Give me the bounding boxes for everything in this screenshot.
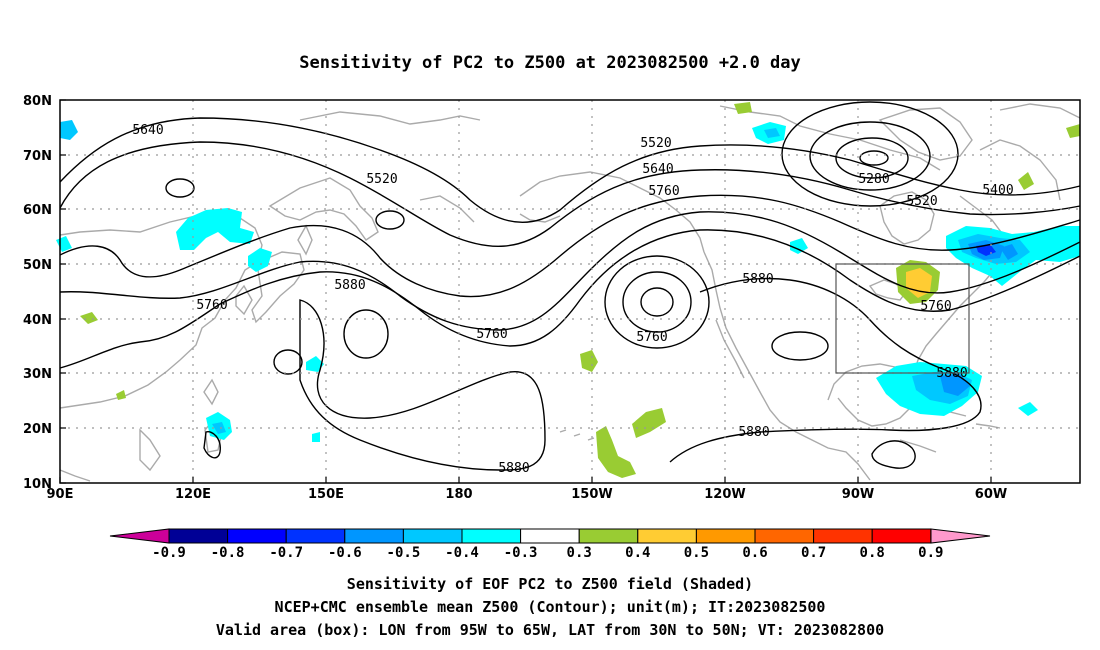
contour-label: 5880 [498, 461, 529, 476]
colorbar: -0.9 -0.8 -0.7 -0.6 -0.5 -0.4 -0.3 0.3 0.4 0.5 0.6… [109, 528, 991, 561]
lat-tick-label: 10N [23, 477, 52, 492]
contour-label: 5760 [196, 298, 227, 313]
contour-label: 5400 [982, 183, 1013, 198]
shade-region [116, 390, 126, 400]
lat-tick-label: 20N [23, 422, 52, 437]
caption-line: Valid area (box): LON from 95W to 65W, L… [216, 621, 884, 639]
shade-region [80, 312, 98, 324]
shade-region [176, 208, 254, 250]
contour-label: 5880 [738, 425, 769, 440]
contour-label: 5880 [742, 272, 773, 287]
contour-label: 5760 [648, 184, 679, 199]
colorbar-box [813, 528, 873, 544]
valid-area-box [835, 263, 970, 374]
colorbar-box [227, 528, 287, 544]
colorbar-boxes [168, 528, 932, 544]
colorbar-tick-label: -0.8 [211, 545, 245, 561]
shade-region [1000, 244, 1018, 260]
contour-label: 5760 [476, 327, 507, 342]
colorbar-tick-label: 0.3 [567, 545, 592, 561]
colorbar-tick-label: -0.4 [445, 545, 479, 561]
caption-line: NCEP+CMC ensemble mean Z500 (Contour); u… [275, 598, 826, 616]
shade-region [906, 268, 932, 298]
shade-region [312, 432, 320, 442]
shade-region [940, 374, 970, 396]
figure-title: Sensitivity of PC2 to Z500 at 2023082500… [299, 53, 801, 73]
contour-label: 5520 [906, 194, 937, 209]
colorbar-tick-label: -0.7 [269, 545, 303, 561]
lon-tick-label: 90W [842, 487, 874, 502]
lat-tick-label: 70N [23, 149, 52, 164]
contour-label: 5760 [636, 330, 667, 345]
colorbar-box [461, 528, 522, 544]
contour-label: 5520 [366, 172, 397, 187]
colorbar-box [520, 528, 580, 544]
map-frame [59, 99, 1081, 484]
lon-tick-label: 60W [975, 487, 1007, 502]
figure-captions: Sensitivity of EOF PC2 to Z500 field (Sh… [216, 575, 884, 639]
colorbar-tick-label: -0.5 [387, 545, 421, 561]
colorbar-box [285, 528, 346, 544]
lat-tick-labels: 80N 70N 60N 50N 40N 30N 20N 10N [23, 94, 52, 492]
lon-tick-label: 150W [571, 487, 612, 502]
colorbar-high-arrow [930, 528, 991, 544]
shade-region [1066, 124, 1080, 138]
contour-label: 5760 [920, 299, 951, 314]
colorbar-tick-label: 0.4 [625, 545, 650, 561]
colorbar-box [402, 528, 463, 544]
shade-region [1018, 402, 1038, 416]
colorbar-tick-label: 0.8 [860, 545, 885, 561]
lon-tick-label: 120W [704, 487, 745, 502]
lat-tick-label: 80N [23, 94, 52, 109]
lat-tick-label: 30N [23, 367, 52, 382]
colorbar-tick-label: 0.5 [684, 545, 709, 561]
tick-marks [59, 99, 992, 484]
lat-tick-label: 50N [23, 258, 52, 273]
colorbar-tick-label: -0.6 [328, 545, 362, 561]
map-panel: 5640 5520 5520 5640 5760 5280 5400 5520 … [23, 94, 1081, 502]
colorbar-box [168, 528, 229, 544]
contour-label: 5880 [334, 278, 365, 293]
lon-tick-label: 90E [47, 487, 74, 502]
lat-tick-label: 40N [23, 313, 52, 328]
colorbar-box [637, 528, 697, 544]
contour-label: 5280 [858, 172, 889, 187]
lat-tick-label: 60N [23, 203, 52, 218]
shade-region [580, 350, 598, 372]
sensitivity-shading [56, 102, 1080, 478]
colorbar-tick-label: -0.3 [504, 545, 538, 561]
contour-label: 5640 [132, 123, 163, 138]
colorbar-box [578, 528, 639, 544]
contour-label: 5640 [642, 162, 673, 177]
lon-tick-label: 180 [445, 487, 472, 502]
shade-region [764, 128, 780, 138]
shade-region [790, 238, 808, 254]
contour-label: 5520 [640, 136, 671, 151]
lon-tick-label: 120E [175, 487, 211, 502]
shade-region [596, 426, 636, 478]
lon-tick-label: 150E [308, 487, 344, 502]
shade-region [1018, 172, 1034, 190]
shade-region [632, 408, 666, 438]
shade-region [248, 248, 272, 272]
z500-contours [59, 101, 1081, 471]
colorbar-box [754, 528, 815, 544]
colorbar-tick-labels: -0.9 -0.8 -0.7 -0.6 -0.5 -0.4 -0.3 0.3 0.4 0.5 0.6… [152, 545, 943, 561]
colorbar-low-arrow [109, 528, 170, 544]
lon-tick-labels: 90E 120E 150E 180 150W 120W 90W 60W [47, 487, 1008, 502]
colorbar-tick-label: 0.6 [742, 545, 767, 561]
colorbar-tick-label: 0.9 [918, 545, 943, 561]
caption-line: Sensitivity of EOF PC2 to Z500 field (Sh… [347, 575, 753, 593]
shade-region [734, 102, 752, 114]
shade-region [60, 120, 78, 140]
colorbar-box [695, 528, 756, 544]
shade-region [212, 422, 226, 434]
colorbar-tick-label: -0.9 [152, 545, 186, 561]
shade-region [306, 356, 324, 372]
colorbar-box [871, 528, 932, 544]
colorbar-box [344, 528, 404, 544]
colorbar-tick-label: 0.7 [801, 545, 826, 561]
